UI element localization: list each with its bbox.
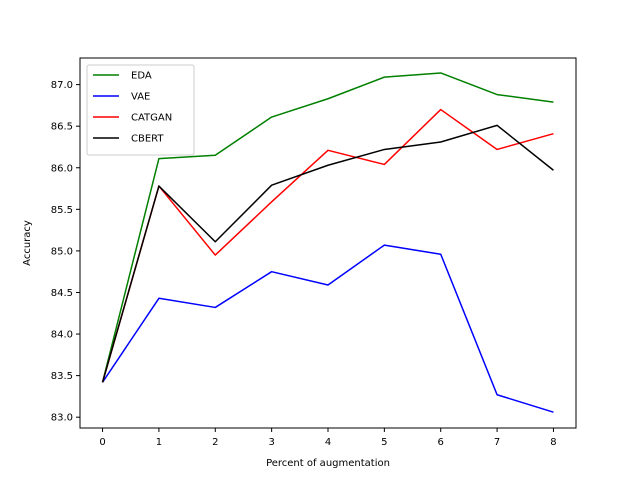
y-axis-label: Accuracy xyxy=(22,220,33,266)
legend-label-cbert: CBERT xyxy=(131,134,164,145)
series-line-cbert xyxy=(101,124,554,383)
series-line-eda xyxy=(101,72,554,383)
y-tick-label: 86.0 xyxy=(51,163,73,174)
x-tick-label: 8 xyxy=(550,437,556,448)
legend-label-vae: VAE xyxy=(131,92,150,103)
x-tick-label: 4 xyxy=(325,437,331,448)
x-tick-label: 0 xyxy=(99,437,105,448)
y-tick-label: 86.5 xyxy=(51,122,73,133)
y-tick-label: 83.0 xyxy=(51,413,73,424)
legend-box xyxy=(86,64,195,156)
x-tick-label: 2 xyxy=(212,437,218,448)
x-tick-label: 7 xyxy=(494,437,500,448)
y-tick-label: 87.0 xyxy=(51,80,73,91)
legend-label-catgan: CATGAN xyxy=(131,113,172,124)
y-tick-label: 84.0 xyxy=(51,330,73,341)
series-line-catgan xyxy=(101,108,554,383)
series-layer xyxy=(101,72,554,413)
y-axis-ticks: 83.0 83.5 84.0 84.5 85.0 85.5 86.0 86.5 87.0 xyxy=(51,80,80,424)
y-tick-label: 84.5 xyxy=(51,288,73,299)
x-tick-label: 5 xyxy=(381,437,387,448)
x-axis-ticks: 0 1 2 3 4 5 6 7 8 xyxy=(99,428,557,448)
y-tick-label: 83.5 xyxy=(51,371,73,382)
x-tick-label: 3 xyxy=(268,437,274,448)
x-axis-label: Percent of augmentation xyxy=(266,458,390,469)
legend: EDA VAE CATGAN CBERT xyxy=(86,64,195,156)
y-tick-label: 85.0 xyxy=(51,246,73,257)
x-tick-label: 1 xyxy=(156,437,162,448)
y-tick-label: 85.5 xyxy=(51,205,73,216)
series-line-vae xyxy=(101,244,554,413)
legend-label-eda: EDA xyxy=(131,71,152,82)
x-tick-label: 6 xyxy=(438,437,444,448)
